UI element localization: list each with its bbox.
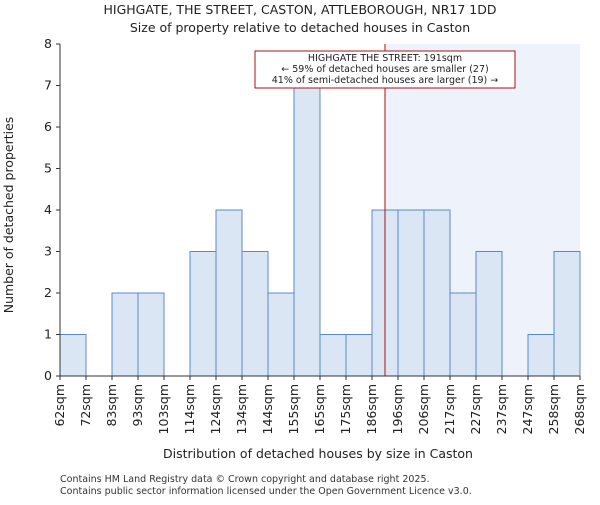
x-tick-label: 93sqm — [130, 384, 145, 427]
bar-144sqm — [267, 292, 295, 377]
y-tick-label: 6 — [44, 119, 52, 134]
bar-155sqm — [293, 85, 321, 377]
annotation-line1: HIGHGATE THE STREET: 191sqm — [308, 53, 462, 64]
x-tick-label: 217sqm — [442, 384, 457, 434]
annotation-box — [254, 50, 516, 89]
y-tick-label: 2 — [44, 285, 52, 300]
y-axis-label: Number of detached properties — [1, 117, 16, 314]
x-tick-label: 144sqm — [260, 384, 275, 434]
y-tick-label: 3 — [44, 244, 52, 259]
x-tick-label: 247sqm — [520, 384, 535, 434]
x-tick-label: 114sqm — [182, 384, 197, 434]
x-axis-label: Distribution of detached houses by size … — [163, 446, 473, 461]
y-tick-label: 7 — [44, 78, 52, 93]
x-tick-label: 103sqm — [156, 384, 171, 434]
x-tick-label: 206sqm — [416, 384, 431, 434]
x-tick-label: 237sqm — [494, 384, 509, 434]
x-tick-label: 268sqm — [572, 384, 587, 434]
y-tick-label: 5 — [44, 161, 52, 176]
bar-196sqm — [397, 209, 425, 377]
bar-227sqm — [475, 251, 503, 377]
x-tick-label: 227sqm — [468, 384, 483, 434]
bar-114sqm — [189, 251, 217, 377]
bar-247sqm — [527, 334, 555, 377]
footer-line1: Contains HM Land Registry data © Crown c… — [60, 474, 430, 485]
bar-206sqm — [423, 209, 451, 377]
x-tick-label: 72sqm — [78, 384, 93, 427]
y-tick-label: 8 — [44, 36, 52, 51]
bar-217sqm — [449, 292, 477, 377]
chart-title-line2: Size of property relative to detached ho… — [130, 20, 470, 35]
x-tick-label: 155sqm — [286, 384, 301, 434]
bar-83sqm — [111, 292, 139, 377]
x-tick-label: 134sqm — [234, 384, 249, 434]
x-tick-label: 62sqm — [52, 384, 67, 427]
footer-line2: Contains public sector information licen… — [60, 486, 472, 497]
y-tick-label: 1 — [44, 327, 52, 342]
y-tick-label: 4 — [44, 202, 52, 217]
bar-93sqm — [137, 292, 165, 377]
annotation-line3: 41% of semi-detached houses are larger (… — [272, 75, 499, 86]
bar-258sqm — [553, 251, 581, 377]
y-tick-label: 0 — [44, 368, 52, 383]
chart-title-line1: HIGHGATE, THE STREET, CASTON, ATTLEBOROU… — [104, 2, 497, 17]
x-tick-label: 258sqm — [546, 384, 561, 434]
x-tick-label: 196sqm — [390, 384, 405, 434]
bar-175sqm — [345, 334, 373, 377]
bar-134sqm — [241, 251, 269, 377]
annotation-line2: ← 59% of detached houses are smaller (27… — [281, 64, 488, 75]
bar-165sqm — [319, 334, 347, 377]
x-tick-label: 186sqm — [364, 384, 379, 434]
bar-124sqm — [215, 209, 243, 377]
bar-62sqm — [59, 334, 87, 377]
x-tick-label: 83sqm — [104, 384, 119, 427]
x-tick-label: 124sqm — [208, 384, 223, 434]
x-tick-label: 175sqm — [338, 384, 353, 434]
x-tick-label: 165sqm — [312, 384, 327, 434]
